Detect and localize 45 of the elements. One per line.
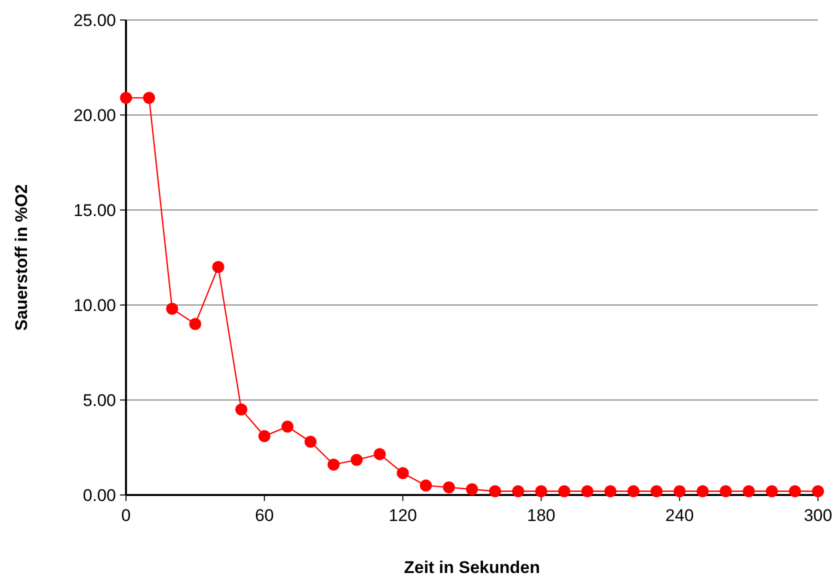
- point: [581, 485, 594, 498]
- point: [742, 485, 755, 498]
- point: [788, 485, 801, 498]
- y-tick-label: 5.00: [82, 390, 116, 410]
- x-tick-label: 120: [388, 506, 417, 525]
- point: [258, 430, 270, 442]
- point: [120, 92, 132, 104]
- point: [674, 485, 686, 498]
- point: [420, 480, 432, 492]
- point: [350, 454, 363, 466]
- point: [442, 481, 455, 494]
- point: [328, 458, 340, 471]
- point: [143, 92, 156, 104]
- y-tick-label: 25.00: [73, 10, 116, 30]
- point: [281, 420, 294, 433]
- x-tick-label: 0: [121, 506, 131, 525]
- point: [235, 404, 248, 416]
- y-tick-label: 0.00: [82, 486, 116, 505]
- point: [466, 483, 478, 496]
- point: [374, 448, 386, 460]
- y-axis-title: Sauerstoff in %O2: [12, 184, 31, 331]
- point: [604, 485, 616, 498]
- point: [650, 485, 663, 498]
- x-tick-label: 300: [804, 506, 832, 525]
- y-tick-label: 20.00: [73, 106, 116, 125]
- point: [489, 485, 502, 498]
- point: [696, 485, 709, 498]
- y-tick-label: 15.00: [73, 200, 116, 220]
- point: [512, 485, 524, 498]
- point: [558, 485, 570, 498]
- x-tick-label: 60: [254, 506, 274, 525]
- point: [766, 485, 778, 498]
- point: [627, 485, 640, 498]
- point: [535, 485, 548, 498]
- x-axis-title: Zeit in Sekunden: [404, 558, 540, 577]
- point: [396, 467, 409, 480]
- point: [212, 261, 224, 273]
- x-tick-label: 180: [527, 506, 556, 525]
- point: [812, 485, 824, 498]
- point: [720, 485, 732, 498]
- x-tick-label: 240: [665, 506, 694, 525]
- point: [166, 302, 178, 315]
- y-tick-label: 10.00: [73, 296, 116, 315]
- point: [189, 318, 202, 330]
- point: [304, 436, 317, 448]
